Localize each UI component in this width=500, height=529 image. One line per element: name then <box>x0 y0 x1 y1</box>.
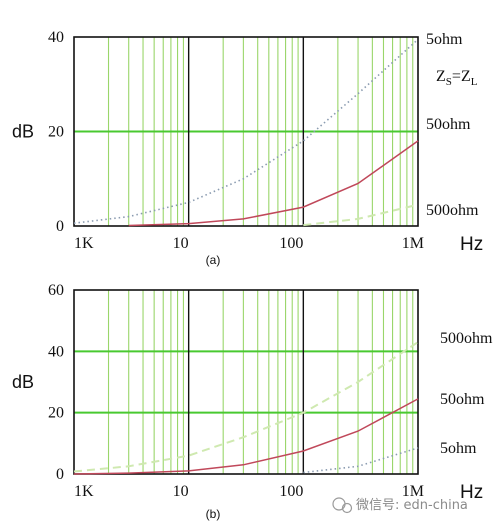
x-tick-label: 1M <box>402 483 424 500</box>
panel-label-a: (a) <box>206 253 221 267</box>
y-tick-label: 20 <box>48 405 64 422</box>
series-label-5ohm: 5ohm <box>426 31 463 48</box>
series-line-500ohm <box>73 341 419 473</box>
x-tick-label: 100 <box>279 235 303 252</box>
y-tick-label: 0 <box>56 218 64 235</box>
condition-label: ZS=ZL <box>436 68 478 88</box>
x-axis-label: Hz <box>460 234 483 255</box>
x-tick-label: 10 <box>173 483 189 500</box>
series-label-500ohm: 500ohm <box>426 202 479 219</box>
series-line-5ohm <box>303 447 419 474</box>
y-tick-label: 0 <box>56 466 64 483</box>
plot-frame <box>73 289 419 475</box>
series-line-50ohm <box>73 398 419 475</box>
y-tick-label: 20 <box>48 124 64 141</box>
y-tick-label: 40 <box>48 343 64 360</box>
x-tick-label: 10 <box>173 235 189 252</box>
y-tick-label: 60 <box>48 282 64 299</box>
chart-panel-a: 0 20 40 1K 10 100 1M dB Hz 5ohm 50ohm 500ohm <box>12 29 483 255</box>
wechat-icon <box>332 497 353 514</box>
x-axis-label: Hz <box>460 482 483 503</box>
series-label-500ohm: 500ohm <box>440 330 493 347</box>
series-label-50ohm: 50ohm <box>440 391 485 408</box>
watermark-text: 微信号: edn-china <box>356 498 468 513</box>
series-label-5ohm: 5ohm <box>440 440 477 457</box>
plot-frame <box>73 36 419 227</box>
watermark: 微信号: edn-china <box>332 497 468 514</box>
x-tick-label: 1M <box>402 235 424 252</box>
series-line-50ohm <box>128 140 419 227</box>
y-axis-label: dB <box>12 122 34 142</box>
x-tick-label: 1K <box>74 483 94 500</box>
series-line-5ohm <box>73 38 419 224</box>
y-axis-label: dB <box>12 372 34 392</box>
chart-panel-b: 0 20 40 60 1K 10 100 1M dB Hz 500ohm 50ohm 5ohm <box>12 282 493 503</box>
series-label-50ohm: 50ohm <box>426 116 471 133</box>
panel-label-b: (b) <box>206 507 221 521</box>
y-tick-label: 40 <box>48 29 64 46</box>
x-tick-label: 100 <box>279 483 303 500</box>
x-tick-label: 1K <box>74 235 94 252</box>
series-line-500ohm <box>303 203 419 227</box>
